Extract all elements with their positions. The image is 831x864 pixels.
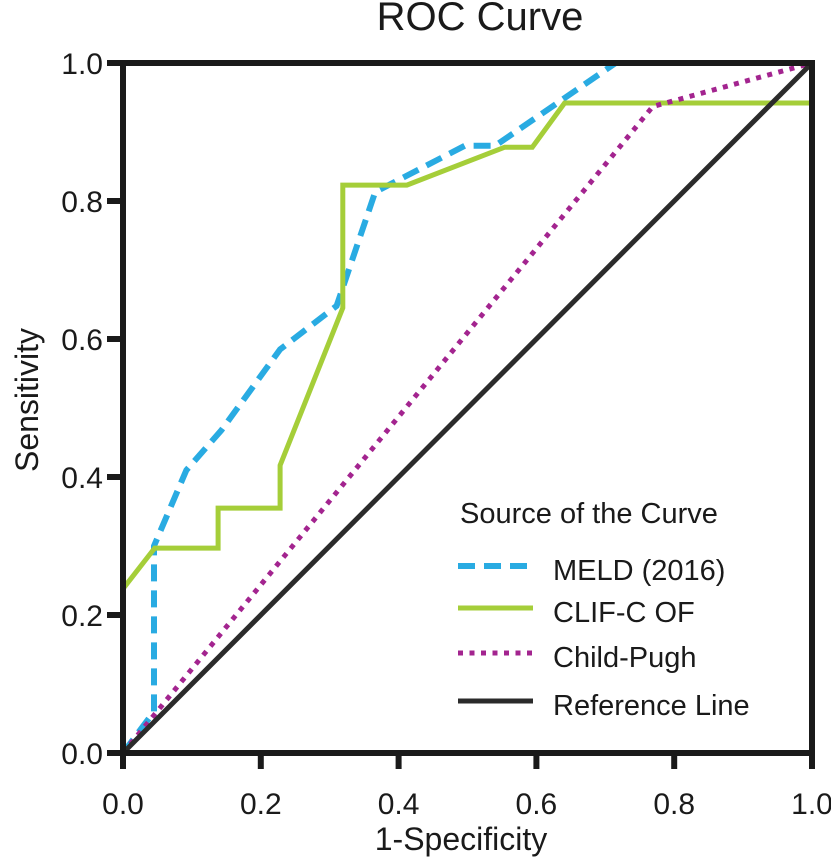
series-layer	[120, 60, 814, 755]
y-axis-label: Sensitivity	[9, 328, 45, 472]
plot-frame	[120, 60, 815, 756]
legend-label-meld-2016: MELD (2016)	[553, 555, 725, 587]
legend: Source of the Curve MELD (2016) CLIF-C OF C…	[458, 498, 750, 722]
series-line-child-pugh	[121, 60, 813, 755]
x-axis-label: 1-Specificity	[375, 821, 548, 857]
y-tick-label: 0.0	[61, 738, 103, 771]
tick-layer: 0.0 0.2 0.4 0.6 0.8 1.0 0.0 0.2 0.4 0.6 0.8 1.0	[61, 48, 831, 821]
series-line-clif-c-of	[121, 100, 812, 591]
series-line-meld-2016	[120, 60, 812, 755]
legend-label-child-pugh: Child-Pugh	[553, 642, 696, 674]
chart-title: ROC Curve	[377, 0, 584, 39]
x-tick-label: 1.0	[791, 788, 831, 821]
series-line-reference-line	[121, 61, 814, 755]
y-tick-label: 0.8	[61, 186, 103, 219]
legend-label-clif-c-of: CLIF-C OF	[553, 597, 695, 629]
y-tick-label: 0.2	[61, 600, 103, 633]
x-tick-label: 0.0	[102, 788, 144, 821]
axes-frame-layer	[120, 60, 815, 756]
x-tick-label: 0.4	[378, 788, 420, 821]
y-tick-label: 1.0	[61, 48, 103, 81]
y-tick-label: 0.4	[61, 462, 103, 495]
legend-label-reference-line: Reference Line	[553, 690, 750, 722]
x-tick-label: 0.2	[240, 788, 282, 821]
x-tick-label: 0.6	[516, 788, 558, 821]
x-tick-label: 0.8	[653, 788, 695, 821]
y-tick-label: 0.6	[61, 324, 103, 357]
legend-header: Source of the Curve	[460, 498, 718, 530]
